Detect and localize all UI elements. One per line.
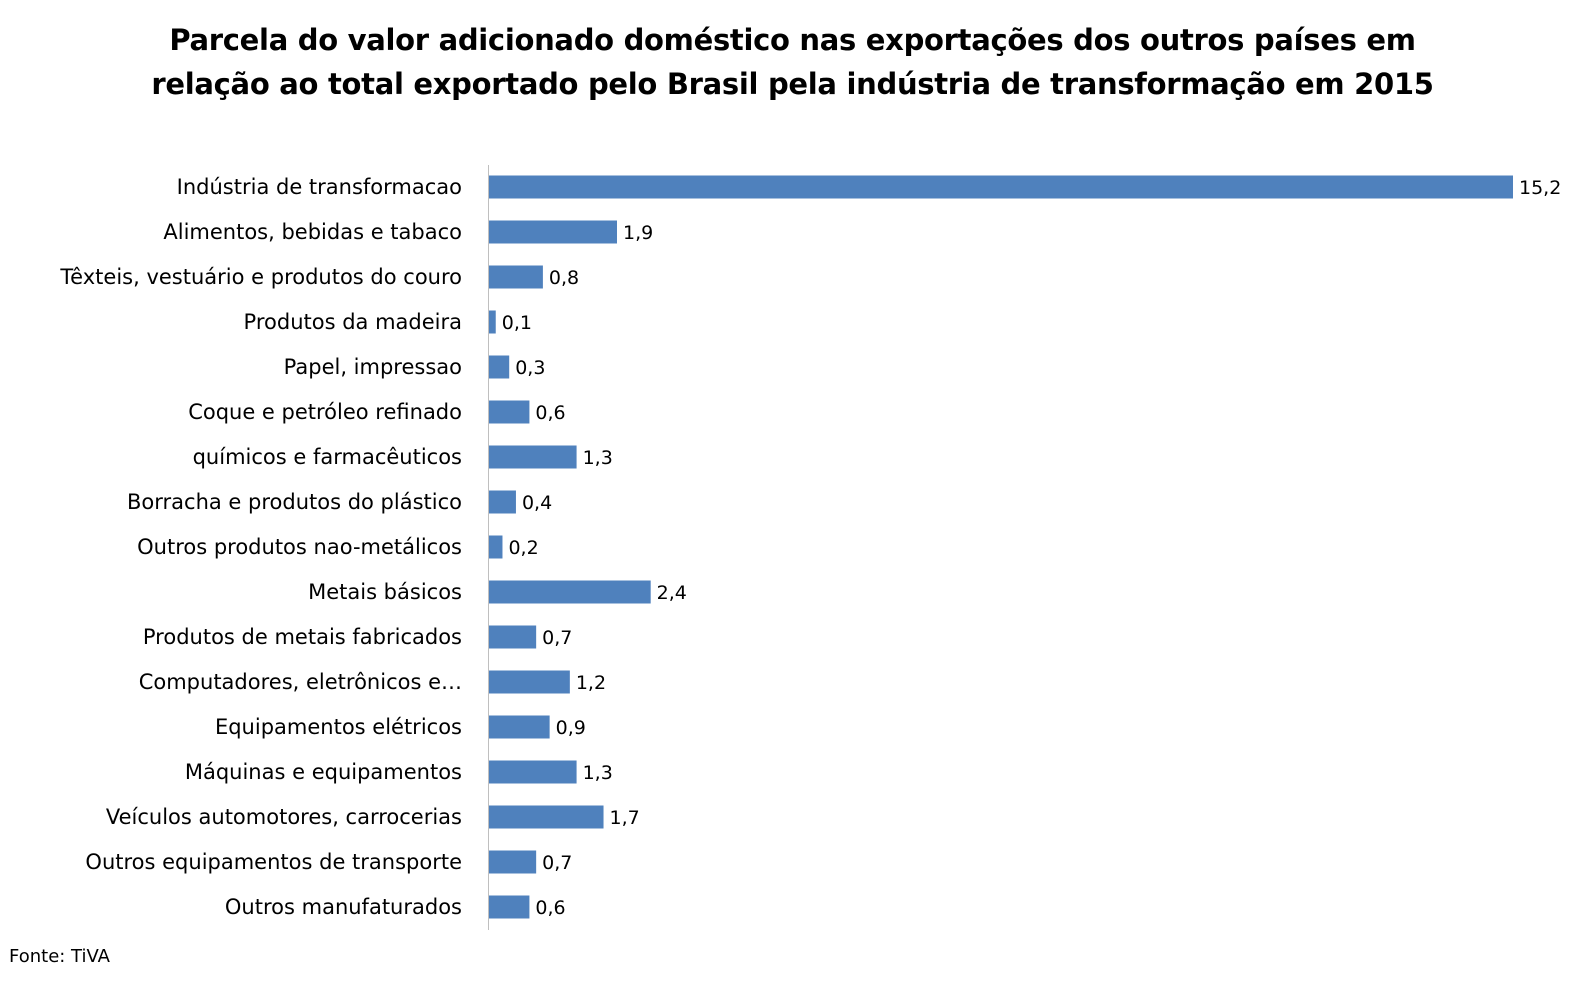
data-label-13: 1,3 [583, 762, 613, 784]
bar-15 [489, 850, 537, 874]
category-label-0: Indústria de transformacao [177, 175, 462, 199]
data-label-15: 0,7 [542, 852, 572, 874]
category-label-6: químicos e farmacêuticos [193, 445, 462, 469]
category-label-2: Têxteis, vestuário e produtos do couro [59, 265, 462, 289]
bar-1 [489, 220, 617, 244]
category-labels-layer: Indústria de transformacao Alimentos, beb… [59, 175, 462, 919]
data-label-7: 0,4 [522, 492, 552, 514]
category-label-11: Computadores, eletrônicos e… [139, 670, 462, 694]
bar-8 [489, 535, 503, 559]
value-labels-layer: 15,2 1,9 0,8 0,1 0,3 0,6 1,3 0,4 0,2 2,4 0,7 1,2 0,9… [502, 177, 1562, 919]
data-label-4: 0,3 [515, 357, 545, 379]
bar-16 [489, 895, 530, 919]
category-label-13: Máquinas e equipamentos [185, 760, 462, 784]
bar-14 [489, 805, 604, 829]
data-label-14: 1,7 [610, 807, 640, 829]
bar-3 [489, 310, 496, 334]
category-label-7: Borracha e produtos do plástico [127, 490, 462, 514]
data-label-2: 0,8 [549, 267, 579, 289]
data-label-6: 1,3 [583, 447, 613, 469]
category-label-10: Produtos de metais fabricados [143, 625, 462, 649]
data-label-1: 1,9 [623, 222, 653, 244]
bar-11 [489, 670, 570, 694]
category-label-4: Papel, impressao [284, 355, 462, 379]
data-label-12: 0,9 [556, 717, 586, 739]
data-label-9: 2,4 [657, 582, 687, 604]
bar-5 [489, 400, 530, 424]
category-label-14: Veículos automotores, carrocerias [106, 805, 462, 829]
chart-title-line-2: relação ao total exportado pelo Brasil p… [151, 67, 1434, 101]
data-label-11: 1,2 [576, 672, 606, 694]
category-label-5: Coque e petróleo refinado [188, 400, 462, 424]
category-label-3: Produtos da madeira [244, 310, 462, 334]
bar-0 [489, 175, 1513, 199]
bar-13 [489, 760, 577, 784]
category-label-1: Alimentos, bebidas e tabaco [163, 220, 462, 244]
category-label-8: Outros produtos nao-metálicos [137, 535, 462, 559]
data-label-5: 0,6 [535, 402, 565, 424]
category-label-15: Outros equipamentos de transporte [85, 850, 462, 874]
bar-7 [489, 490, 516, 514]
data-label-3: 0,1 [502, 312, 532, 334]
data-label-10: 0,7 [542, 627, 572, 649]
category-label-9: Metais básicos [308, 580, 462, 604]
chart-title-line-1: Parcela do valor adicionado doméstico na… [169, 23, 1416, 57]
source-note: Fonte: TiVA [9, 946, 110, 967]
data-label-8: 0,2 [508, 537, 538, 559]
bar-12 [489, 715, 550, 739]
bar-4 [489, 355, 510, 379]
category-label-12: Equipamentos elétricos [215, 715, 462, 739]
bar-9 [489, 580, 651, 604]
bar-10 [489, 625, 537, 649]
category-label-16: Outros manufaturados [225, 895, 462, 919]
chart-title: Parcela do valor adicionado doméstico na… [0, 18, 1585, 106]
bars-layer [489, 175, 1513, 919]
bar-2 [489, 265, 543, 289]
data-label-0: 15,2 [1519, 177, 1561, 199]
bar-6 [489, 445, 577, 469]
data-label-16: 0,6 [535, 897, 565, 919]
